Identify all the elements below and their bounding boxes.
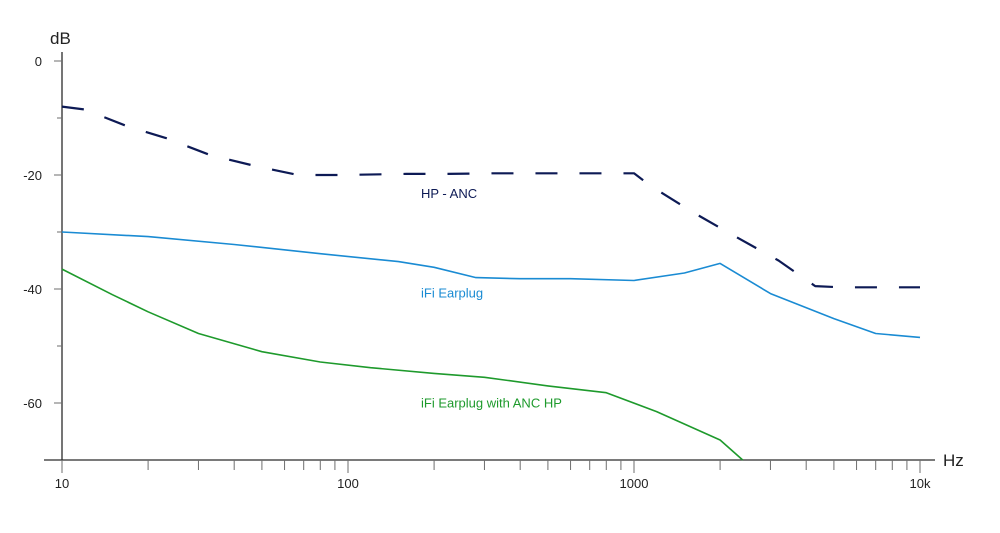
tick-labels: 10 100 1000 10k 0 -20 -40 -60 <box>23 54 931 491</box>
axes <box>44 52 935 461</box>
series-labels: HP - ANC iFi Earplug iFi Earplug with ANC … <box>421 186 562 411</box>
series-label-2: iFi Earplug <box>421 286 483 301</box>
y-tick-label: 0 <box>35 54 42 69</box>
series-line-2 <box>61 231 921 339</box>
x-tick-label: 1000 <box>620 476 649 491</box>
y-tick-label: -20 <box>23 168 42 183</box>
series-line-1 <box>61 105 920 289</box>
series-line-3 <box>61 268 744 461</box>
x-axis-title: Hz <box>943 451 964 470</box>
y-axis-title: dB <box>50 29 71 48</box>
ticks <box>54 60 921 473</box>
series-label-3: iFi Earplug with ANC HP <box>421 396 562 411</box>
x-tick-label: 10 <box>55 476 69 491</box>
y-tick-label: -60 <box>23 396 42 411</box>
y-tick-label: -40 <box>23 282 42 297</box>
x-tick-label: 10k <box>910 476 931 491</box>
x-tick-label: 100 <box>337 476 359 491</box>
series-label-1: HP - ANC <box>421 186 477 201</box>
series-group <box>61 105 921 461</box>
